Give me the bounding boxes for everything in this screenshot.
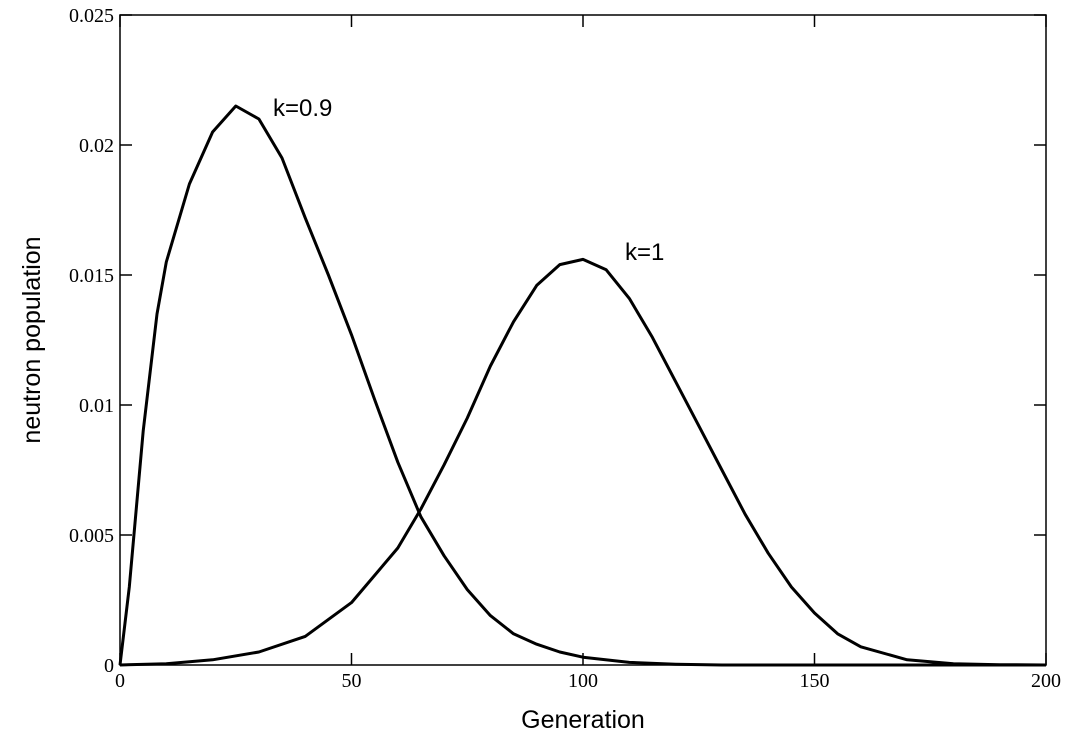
x-axis-label: Generation (521, 706, 645, 734)
annotation: k=0.9 (273, 95, 332, 122)
y-tick-label: 0.025 (69, 5, 114, 27)
annotation: k=1 (625, 239, 664, 266)
x-tick-label: 50 (342, 670, 362, 692)
x-tick-label: 200 (1031, 670, 1061, 692)
y-tick-label: 0.01 (79, 395, 114, 417)
x-tick-label: 0 (115, 670, 125, 692)
data-line (118, 104, 1046, 667)
y-tick-label: 0 (104, 655, 114, 677)
data-line (119, 257, 1047, 667)
y-tick-label: 0.02 (79, 135, 114, 157)
y-tick-label: 0.005 (69, 525, 114, 547)
y-axis-label: neutron population (18, 236, 46, 443)
x-tick-label: 150 (800, 670, 830, 692)
y-tick-label: 0.015 (69, 265, 114, 287)
plot-frame (119, 14, 1047, 666)
x-tick-label: 100 (568, 670, 598, 692)
